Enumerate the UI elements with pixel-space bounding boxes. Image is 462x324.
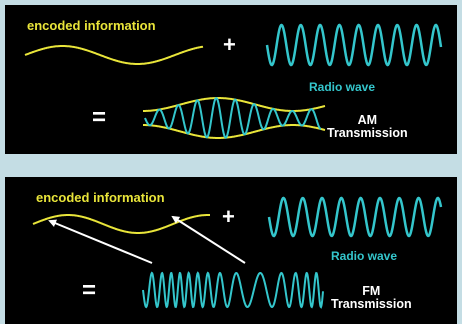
fm-radio-carrier-wave	[267, 196, 443, 238]
am-encoded-information-label: encoded information	[27, 18, 156, 33]
am-equals-sign: =	[92, 104, 107, 131]
fm-label-line2: Transmission	[331, 297, 412, 311]
fm-label-line1: FM	[362, 284, 381, 298]
fm-encoded-information-label: encoded information	[36, 190, 165, 205]
fm-radio-wave-label: Radio wave	[331, 249, 398, 263]
fm-equals-sign: =	[82, 277, 97, 304]
am-modulated-wave	[144, 97, 322, 139]
fm-diagram	[32, 196, 443, 309]
fm-plus-sign: +	[222, 204, 235, 229]
am-label-line2: Transmission	[327, 126, 408, 140]
am-radio-wave-label: Radio wave	[309, 80, 376, 94]
fm-transmission-label: FM Transmission	[331, 285, 412, 311]
am-plus-sign: +	[223, 32, 236, 57]
fm-modulated-wave	[142, 271, 324, 309]
am-label-line1: AM	[357, 113, 378, 127]
am-panel: encoded information + Radio wave = AM Tr…	[5, 5, 457, 154]
am-transmission-label: AM Transmission	[327, 114, 408, 140]
fm-arrow-right	[171, 215, 246, 264]
fm-arrow-left	[48, 219, 153, 264]
am-diagram	[24, 23, 443, 139]
am-encoded-signal-wave	[24, 45, 204, 65]
am-envelope-bottom	[143, 124, 326, 139]
fm-panel: encoded information + Radio wave = FM Tr…	[5, 177, 457, 324]
am-radio-carrier-wave	[265, 23, 443, 67]
